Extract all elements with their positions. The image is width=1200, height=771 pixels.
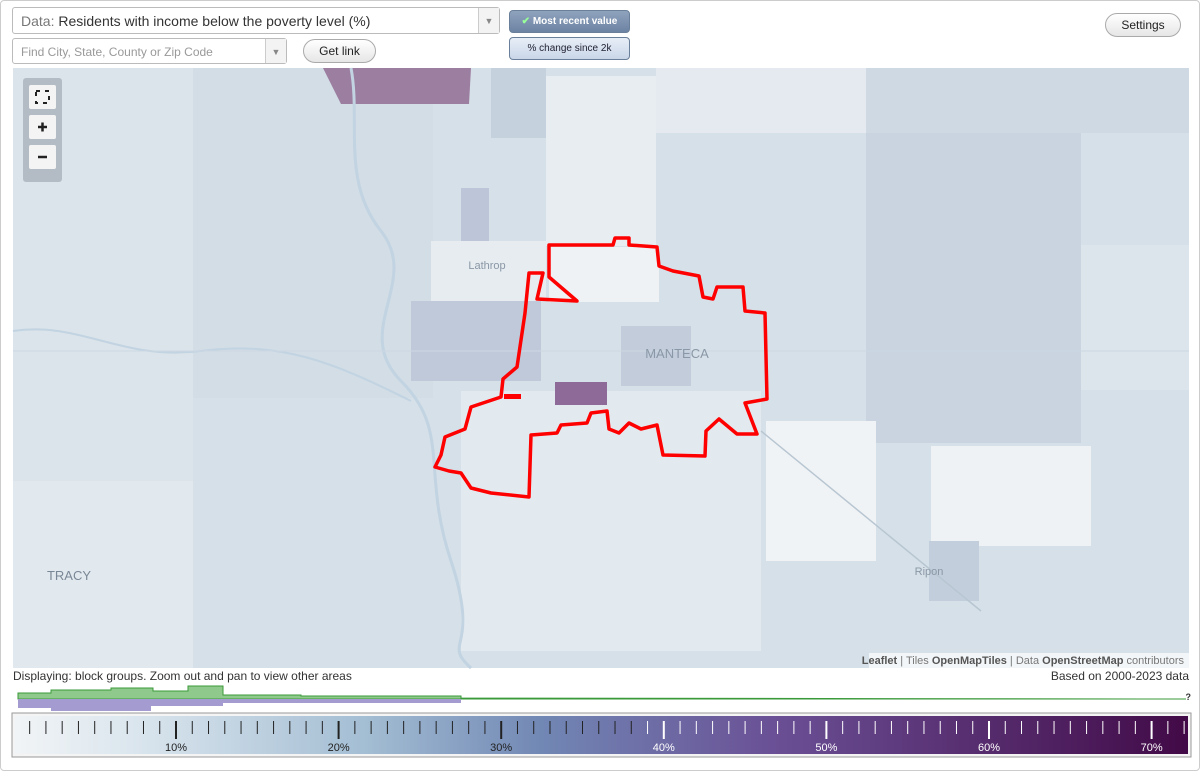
high-value-area	[323, 68, 471, 104]
attribution-link[interactable]: OpenMapTiles	[932, 655, 1007, 667]
data-select[interactable]: Data: Residents with income below the po…	[12, 7, 500, 34]
plus-icon	[38, 122, 47, 132]
legend-tick-label: 40%	[653, 742, 675, 754]
place-label: Ripon	[915, 566, 944, 578]
separator: |	[897, 655, 906, 667]
attribution-link[interactable]: Leaflet	[862, 655, 898, 667]
region	[13, 481, 193, 668]
fullscreen-icon	[35, 90, 50, 104]
histogram-green	[17, 685, 1187, 700]
change-toggle[interactable]: % change since 2k	[509, 37, 630, 60]
map[interactable]: Lathrop MANTECA TRACY Ripon Leaflet | Ti…	[12, 67, 1189, 670]
road	[760, 430, 982, 612]
legend-gradient	[15, 716, 1188, 754]
histogram: ?	[17, 685, 1192, 711]
histogram-purple	[18, 699, 461, 711]
data-label: Data:	[21, 13, 55, 29]
region	[546, 76, 656, 246]
region	[549, 247, 659, 302]
fullscreen-button[interactable]	[29, 85, 56, 109]
legend-tick-label: 10%	[165, 742, 187, 754]
dropdown-arrow: ▼	[478, 8, 499, 33]
region	[621, 326, 691, 386]
region	[931, 446, 1091, 546]
place-label: TRACY	[47, 568, 91, 583]
search-box[interactable]: Find City, State, County or Zip Code ▼	[12, 38, 287, 64]
legend-tick-label: 30%	[490, 742, 512, 754]
histogram-unknown: ?	[1186, 692, 1192, 702]
attribution: Leaflet | Tiles OpenMapTiles | Data Open…	[862, 655, 1185, 667]
selected-boundary	[504, 394, 521, 399]
high-value-area	[555, 382, 607, 405]
check-icon: ✔	[521, 16, 531, 27]
attribution-link[interactable]: OpenStreetMap	[1042, 655, 1124, 667]
most-recent-toggle[interactable]: ✔ Most recent value	[509, 10, 630, 33]
region	[491, 68, 546, 138]
river	[349, 67, 473, 670]
attribution-text: Data	[1016, 655, 1040, 667]
settings-button[interactable]: Settings	[1105, 13, 1181, 37]
legend-tick-label: 50%	[815, 742, 837, 754]
get-link-button[interactable]: Get link	[303, 39, 376, 63]
selected-boundary	[433, 236, 769, 499]
region	[929, 541, 979, 601]
legend-tick-label: 70%	[1141, 742, 1163, 754]
data-range: Based on 2000-2023 data	[1051, 669, 1189, 683]
attribution-text: contributors	[1127, 655, 1185, 667]
region	[193, 68, 433, 398]
legend-tick-label: 60%	[978, 742, 1000, 754]
data-value: Residents with income below the poverty …	[58, 13, 371, 29]
attribution-box	[869, 653, 1189, 668]
legend: 10% 20% 30% 40% 50% 60% 70%	[11, 712, 1192, 758]
separator: |	[1007, 655, 1016, 667]
status-text: Displaying: block groups. Zoom out and p…	[13, 669, 352, 683]
place-label: MANTECA	[645, 346, 709, 361]
attribution-text: Tiles	[906, 655, 929, 667]
region	[656, 68, 866, 133]
region	[461, 391, 761, 651]
place-label: Lathrop	[468, 260, 505, 272]
region	[766, 421, 876, 561]
region	[1081, 245, 1189, 390]
search-placeholder: Find City, State, County or Zip Code	[21, 45, 213, 59]
region	[866, 68, 1189, 133]
dropdown-arrow: ▼	[265, 39, 286, 63]
region	[866, 133, 1081, 443]
most-recent-label: Most recent value	[532, 16, 618, 27]
legend-tick-label: 20%	[328, 742, 350, 754]
region	[461, 188, 489, 243]
